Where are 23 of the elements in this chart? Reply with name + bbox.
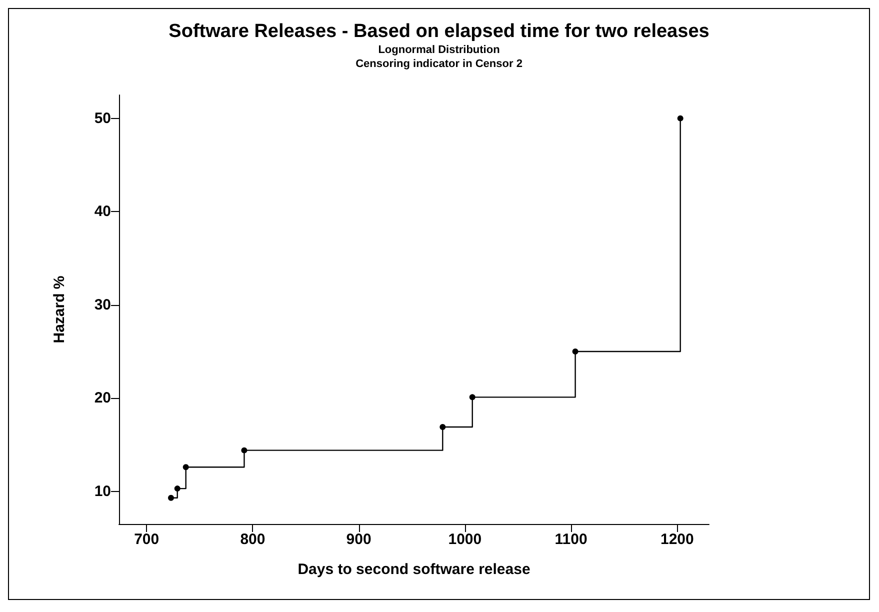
point	[241, 447, 248, 454]
y-axis-title: Hazard %	[51, 276, 68, 344]
chart-title: Software Releases - Based on elapsed time for two releases	[168, 21, 710, 42]
point	[572, 348, 578, 354]
x-tick-label: 800	[240, 531, 266, 548]
point	[168, 494, 174, 501]
x-tick-label: 1200	[660, 531, 694, 548]
point	[677, 115, 684, 122]
x-tick-label: 900	[346, 531, 372, 548]
y-tick-label: 50	[94, 110, 111, 127]
y-tick-label: 30	[94, 296, 111, 314]
point	[469, 394, 476, 400]
x-tick-label: 1000	[448, 531, 482, 548]
x-axis-title: Days to second software release	[298, 561, 530, 578]
y-tick-label: 10	[94, 482, 111, 500]
x-tick-label: 1100	[554, 531, 588, 548]
y-tick-label: 40	[94, 203, 111, 220]
point	[182, 464, 189, 470]
x-tick-label: 700	[134, 531, 160, 548]
y-tick-label: 20	[94, 390, 111, 407]
point	[174, 486, 180, 492]
point	[440, 424, 446, 430]
chart-subtitle: Lognormal Distribution Censoring indicator in Censor 2	[356, 44, 522, 70]
